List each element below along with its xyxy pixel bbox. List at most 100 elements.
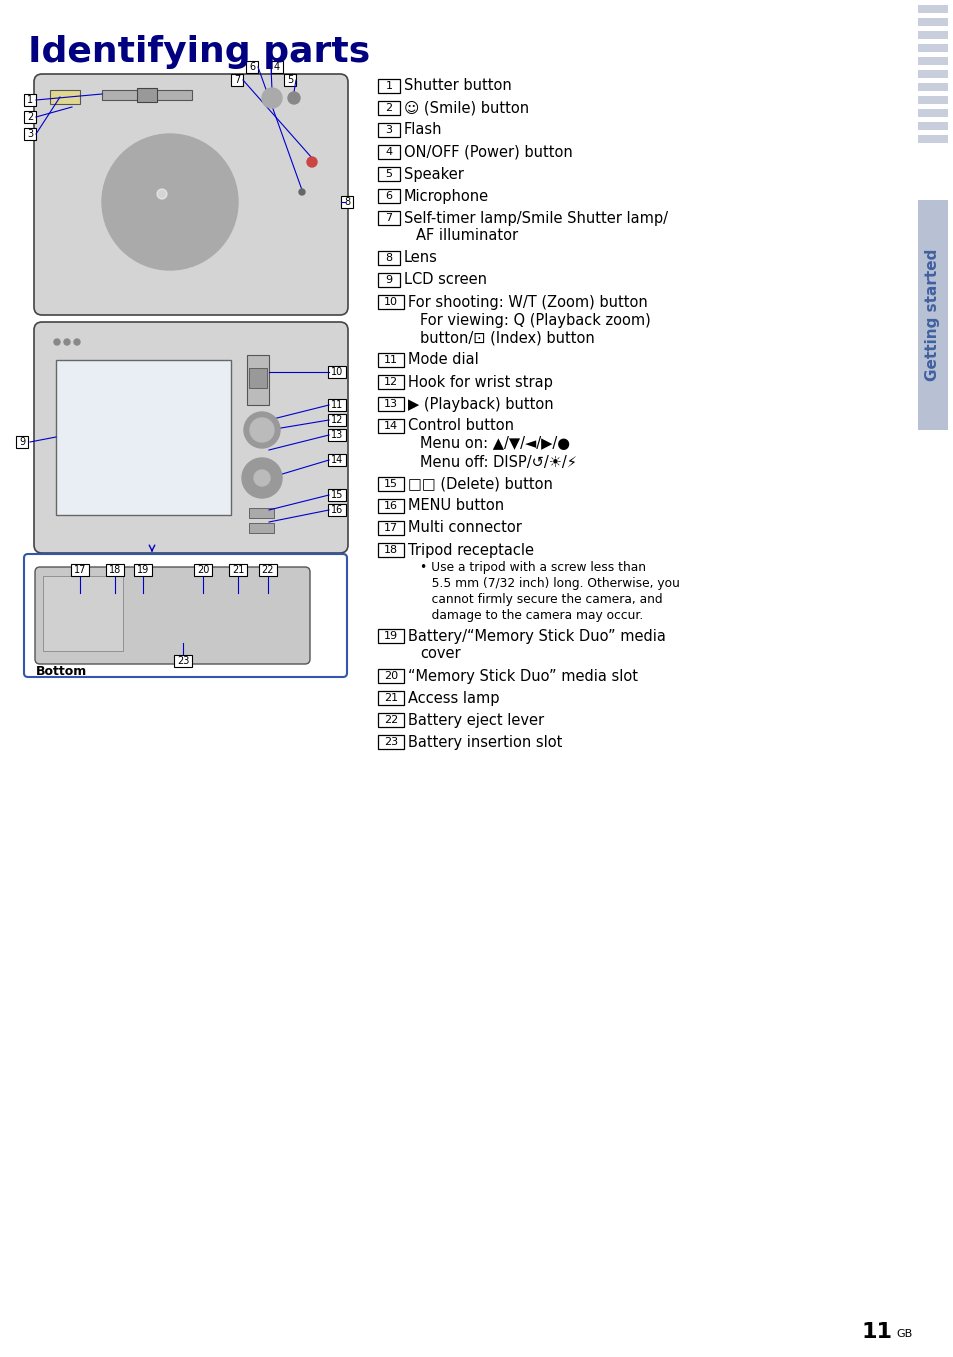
FancyBboxPatch shape	[35, 567, 310, 664]
Bar	[249, 522, 274, 533]
FancyBboxPatch shape	[271, 61, 283, 73]
FancyBboxPatch shape	[377, 478, 403, 491]
Text: 12: 12	[383, 377, 397, 387]
Text: 5: 5	[385, 170, 392, 179]
Text: 13: 13	[384, 399, 397, 408]
Text: 6: 6	[249, 62, 254, 72]
Bar	[917, 31, 947, 39]
Bar	[247, 356, 269, 404]
Text: 8: 8	[385, 252, 392, 263]
FancyBboxPatch shape	[231, 75, 243, 85]
Text: 9: 9	[385, 275, 392, 285]
Bar	[917, 199, 947, 430]
FancyBboxPatch shape	[133, 565, 152, 575]
FancyBboxPatch shape	[24, 128, 36, 140]
FancyBboxPatch shape	[377, 419, 403, 433]
Text: Battery insertion slot: Battery insertion slot	[408, 734, 561, 749]
Text: 14: 14	[331, 455, 343, 465]
FancyBboxPatch shape	[377, 100, 399, 115]
Text: 5.5 mm (7/32 inch) long. Otherwise, you: 5.5 mm (7/32 inch) long. Otherwise, you	[419, 578, 679, 590]
Text: 21: 21	[383, 693, 397, 703]
Bar	[917, 122, 947, 130]
Text: 1: 1	[385, 81, 392, 91]
Circle shape	[64, 339, 70, 345]
Text: 17: 17	[383, 522, 397, 533]
Circle shape	[54, 339, 60, 345]
Bar	[917, 18, 947, 26]
Bar	[917, 5, 947, 14]
Bar	[137, 88, 157, 102]
FancyBboxPatch shape	[377, 735, 403, 749]
FancyBboxPatch shape	[24, 94, 36, 106]
Text: 14: 14	[383, 421, 397, 432]
FancyBboxPatch shape	[71, 565, 89, 575]
Text: cannot firmly secure the camera, and: cannot firmly secure the camera, and	[419, 593, 662, 607]
Text: ON/OFF (Power) button: ON/OFF (Power) button	[403, 144, 572, 160]
Text: • Use a tripod with a screw less than: • Use a tripod with a screw less than	[419, 562, 645, 574]
Text: MENU button: MENU button	[408, 498, 503, 513]
Bar	[43, 575, 123, 651]
Text: 21: 21	[232, 565, 244, 575]
FancyBboxPatch shape	[377, 398, 403, 411]
FancyBboxPatch shape	[377, 712, 403, 727]
Text: 6: 6	[385, 191, 392, 201]
Text: Mode dial: Mode dial	[408, 353, 478, 368]
FancyBboxPatch shape	[328, 399, 346, 411]
Circle shape	[133, 166, 206, 237]
Text: 11: 11	[384, 356, 397, 365]
Text: For shooting: W/T (Zoom) button: For shooting: W/T (Zoom) button	[408, 294, 647, 309]
FancyBboxPatch shape	[377, 691, 403, 706]
Text: 20: 20	[196, 565, 209, 575]
Text: 1: 1	[27, 95, 33, 104]
Text: Self-timer lamp/Smile Shutter lamp/: Self-timer lamp/Smile Shutter lamp/	[403, 210, 667, 225]
Circle shape	[124, 156, 215, 248]
FancyBboxPatch shape	[377, 630, 403, 643]
Text: 13: 13	[331, 430, 343, 440]
FancyBboxPatch shape	[34, 322, 348, 554]
Text: Getting started: Getting started	[924, 248, 940, 381]
FancyBboxPatch shape	[377, 543, 403, 556]
Bar	[917, 43, 947, 52]
Circle shape	[244, 413, 280, 448]
Text: 10: 10	[331, 366, 343, 377]
Text: ☺ (Smile) button: ☺ (Smile) button	[403, 100, 529, 115]
Text: 8: 8	[344, 197, 350, 208]
Text: Microphone: Microphone	[403, 189, 489, 204]
Text: 4: 4	[385, 147, 392, 157]
Text: 23: 23	[176, 655, 189, 666]
Text: 19: 19	[136, 565, 149, 575]
Text: GB: GB	[895, 1329, 911, 1339]
FancyBboxPatch shape	[328, 489, 346, 501]
Bar	[249, 368, 267, 388]
Circle shape	[158, 190, 182, 214]
FancyBboxPatch shape	[377, 123, 399, 137]
FancyBboxPatch shape	[328, 455, 346, 465]
Text: 7: 7	[385, 213, 392, 223]
Bar	[917, 134, 947, 142]
Text: 2: 2	[27, 113, 33, 122]
Text: Tripod receptacle: Tripod receptacle	[408, 543, 534, 558]
Text: 18: 18	[109, 565, 121, 575]
Text: AF illuminator: AF illuminator	[416, 228, 517, 243]
Bar	[249, 508, 274, 518]
Text: 15: 15	[331, 490, 343, 499]
FancyBboxPatch shape	[377, 294, 403, 309]
Text: damage to the camera may occur.: damage to the camera may occur.	[419, 609, 642, 623]
FancyBboxPatch shape	[377, 167, 399, 180]
Text: button/⊡ (Index) button: button/⊡ (Index) button	[419, 331, 594, 346]
Text: Multi connector: Multi connector	[408, 521, 521, 536]
Text: 3: 3	[385, 125, 392, 134]
FancyBboxPatch shape	[377, 669, 403, 683]
FancyBboxPatch shape	[193, 565, 212, 575]
Bar	[56, 360, 231, 516]
FancyBboxPatch shape	[377, 145, 399, 159]
Text: 22: 22	[383, 715, 397, 725]
Text: 3: 3	[27, 129, 33, 138]
Text: 18: 18	[383, 546, 397, 555]
Text: Battery/“Memory Stick Duo” media: Battery/“Memory Stick Duo” media	[408, 628, 665, 643]
FancyBboxPatch shape	[377, 79, 399, 94]
FancyBboxPatch shape	[328, 503, 346, 516]
Bar	[917, 57, 947, 65]
Text: Lens: Lens	[403, 251, 437, 266]
FancyBboxPatch shape	[377, 353, 403, 366]
